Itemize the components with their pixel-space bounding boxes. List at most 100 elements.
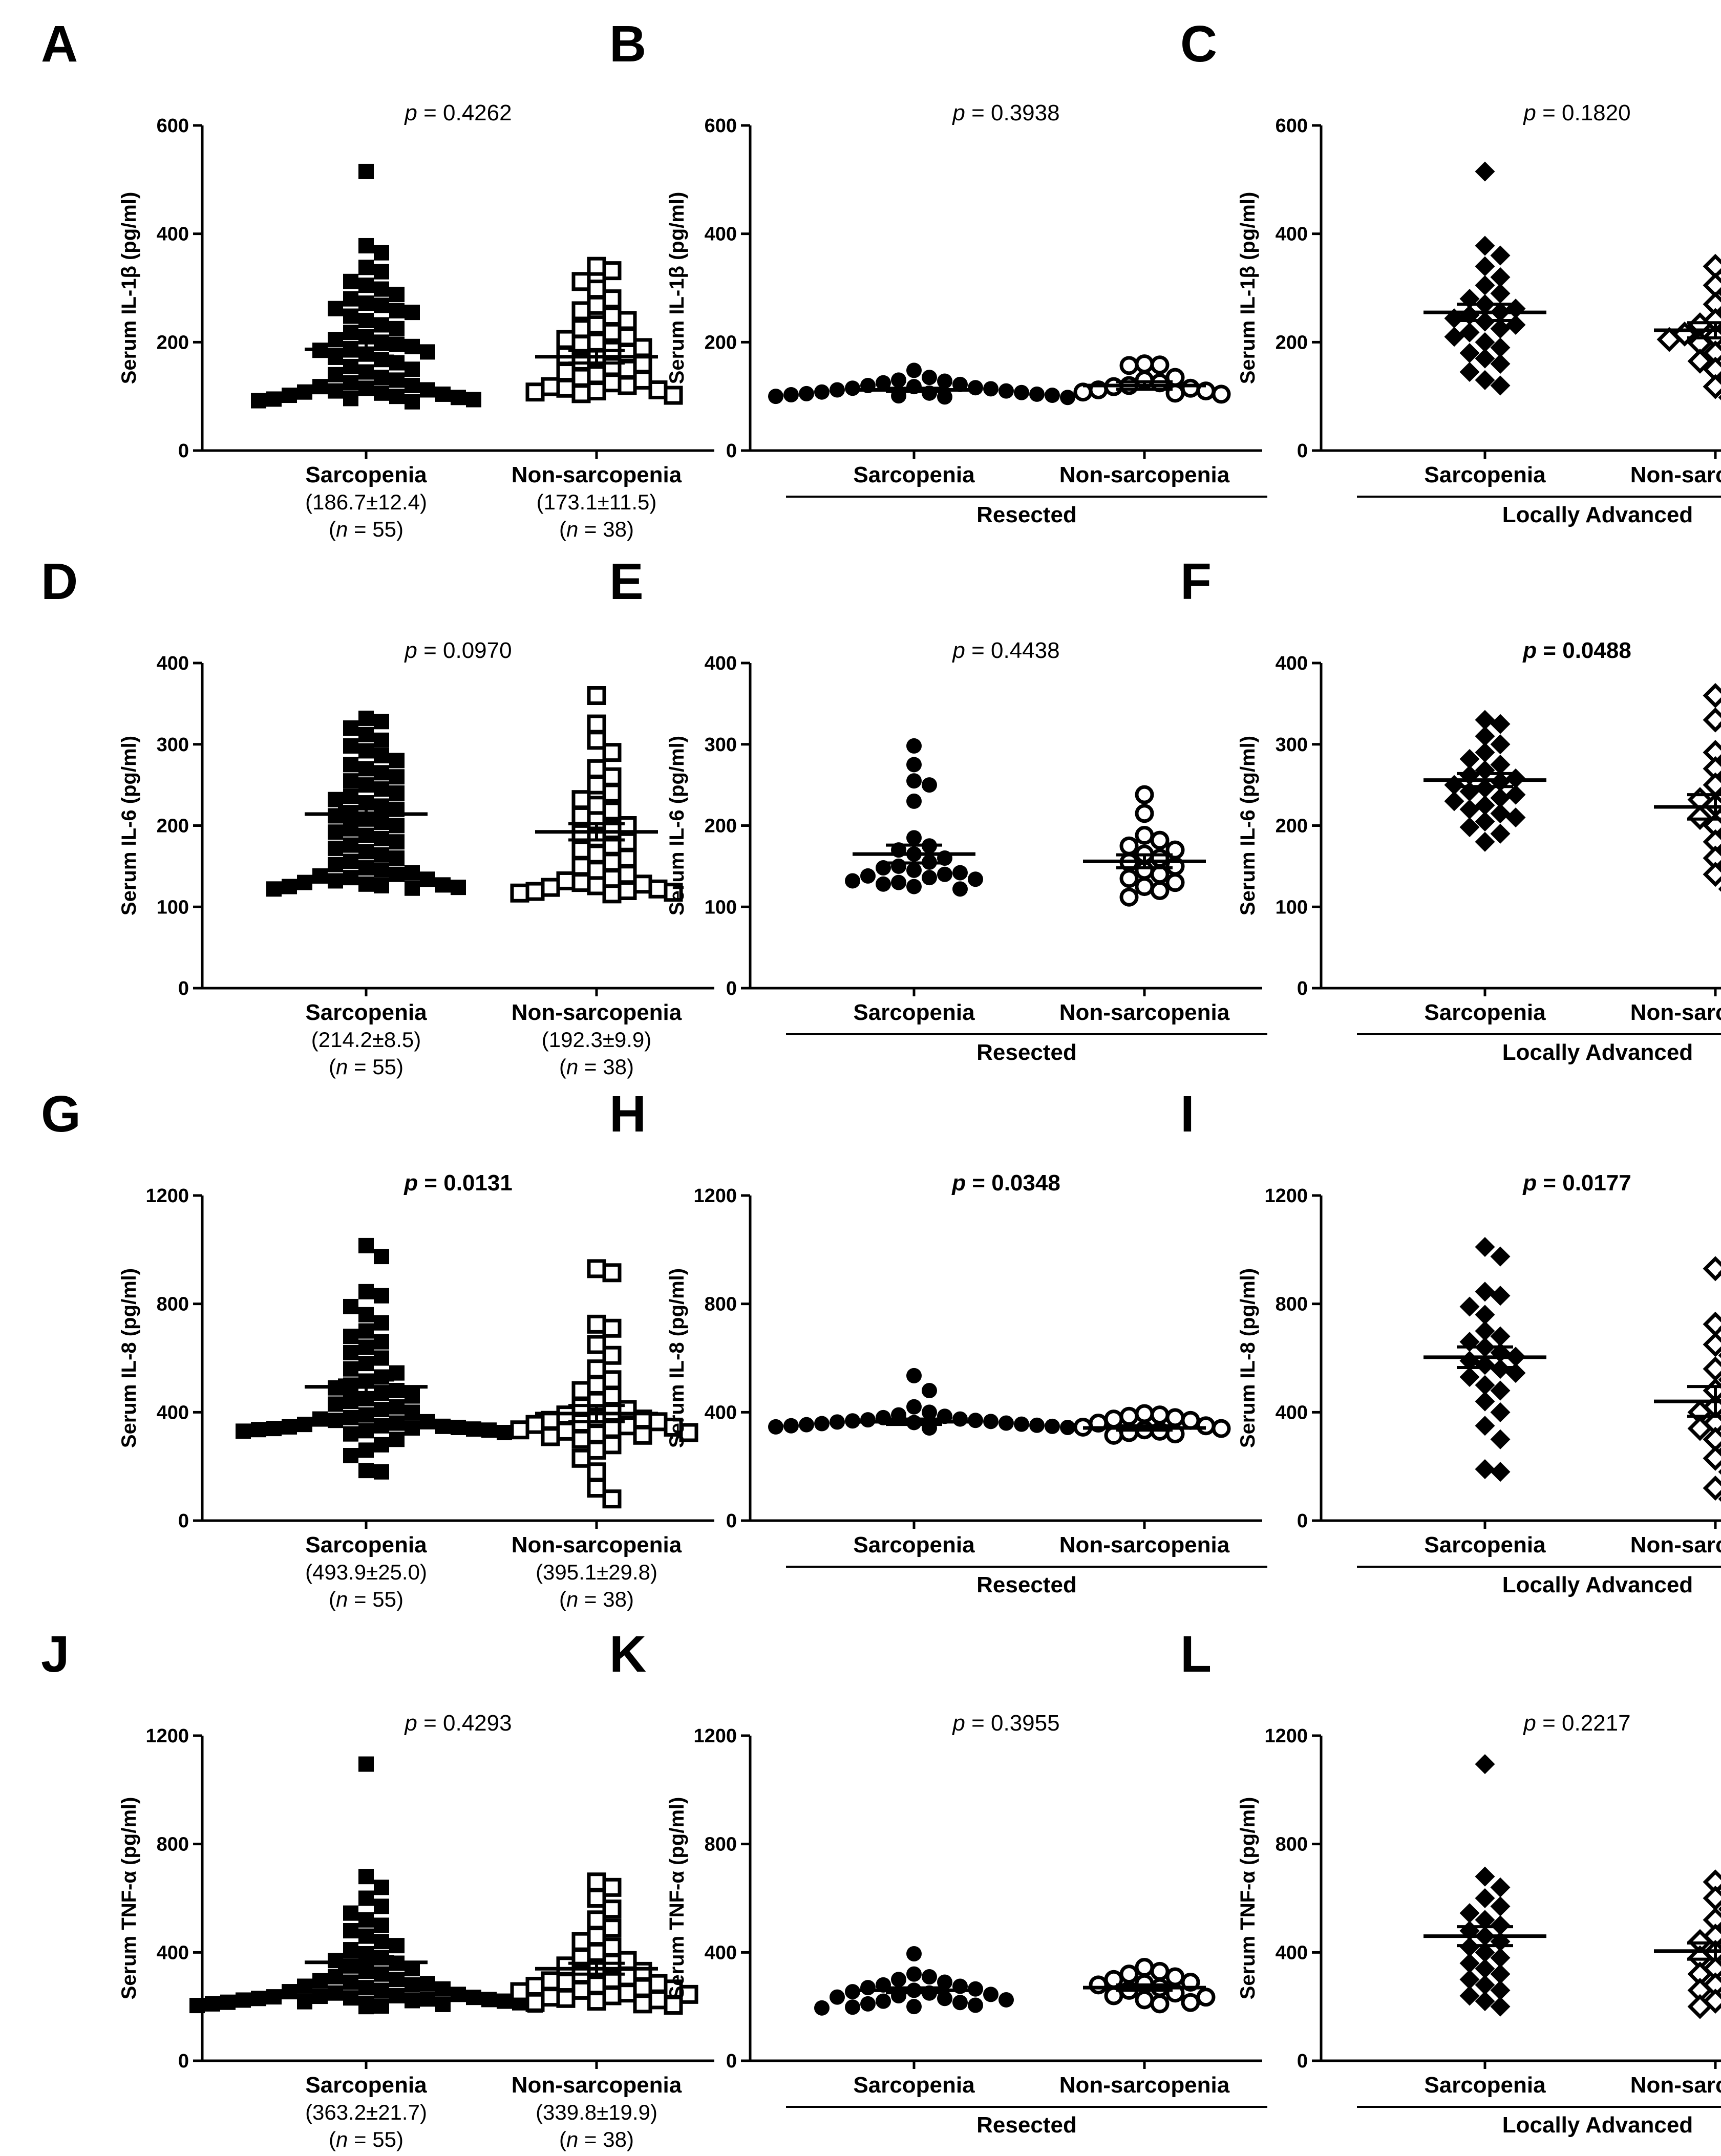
- y-tick-label: 200: [705, 816, 737, 837]
- data-point: [556, 330, 576, 349]
- data-point: [587, 1479, 606, 1498]
- group-label: Locally Advanced: [1502, 502, 1693, 527]
- p-number: = 0.2217: [1536, 1711, 1631, 1736]
- data-point: [405, 880, 420, 896]
- data-point: [312, 868, 328, 884]
- n-label-part: n: [566, 1055, 578, 1079]
- data-point: [587, 1942, 606, 1962]
- data-point: [571, 384, 591, 403]
- data-point: [618, 832, 637, 851]
- y-tick-label: 300: [157, 734, 189, 756]
- data-point: [435, 386, 451, 402]
- data-point: [374, 317, 389, 333]
- p-value: p = 0.4293: [403, 1711, 512, 1736]
- p-number: = 0.0348: [966, 1170, 1060, 1196]
- data-point: [587, 1927, 606, 1946]
- data-point: [1150, 848, 1170, 868]
- data-point: [358, 295, 374, 311]
- series-non-sarcopenia: [1654, 253, 1721, 400]
- data-point: [618, 1967, 637, 1987]
- data-point: [1150, 355, 1170, 375]
- data-point: [389, 834, 405, 850]
- data-point: [983, 381, 998, 397]
- n-label-part: (: [559, 2127, 566, 2151]
- data-point: [220, 1994, 236, 2010]
- n-label-part: (: [329, 2127, 336, 2151]
- category-label: Non-sarcopenia: [512, 1000, 682, 1025]
- y-axis-label: Serum IL-8 (pg/ml): [118, 1268, 140, 1448]
- data-point: [587, 1375, 606, 1395]
- data-point: [405, 1404, 420, 1420]
- data-point: [556, 378, 576, 398]
- data-point: [968, 380, 983, 396]
- data-point: [1703, 1311, 1721, 1337]
- data-point: [664, 883, 683, 902]
- y-tick-label: 0: [178, 440, 189, 462]
- data-point: [571, 368, 591, 387]
- data-point: [1475, 1375, 1495, 1395]
- data-point: [312, 1989, 328, 2004]
- data-point: [343, 720, 358, 736]
- data-point: [1703, 1356, 1721, 1382]
- panel-letter: A: [41, 15, 78, 73]
- n-label: (n = 38): [559, 517, 634, 541]
- n-label-part: n: [566, 1587, 578, 1611]
- data-point: [343, 325, 358, 340]
- data-point: [1703, 253, 1721, 279]
- data-point: [374, 281, 389, 297]
- data-point: [1490, 1246, 1511, 1267]
- data-point: [328, 1969, 343, 1984]
- panel-f: F 0 100 200 300 400 Serum IL-6 (pg/ml) p = 0.04…: [1180, 553, 1721, 1065]
- data-point: [1014, 1416, 1029, 1432]
- data-point: [906, 1368, 922, 1383]
- data-point: [1475, 370, 1495, 390]
- p-number: = 0.4293: [417, 1711, 512, 1736]
- y-tick-label: 400: [705, 1402, 737, 1423]
- y-tick-label: 0: [726, 2051, 737, 2072]
- data-point: [1505, 314, 1526, 335]
- data-point: [1703, 772, 1721, 798]
- data-point: [1060, 1419, 1075, 1435]
- data-point: [374, 297, 389, 313]
- data-point: [587, 1314, 606, 1334]
- p-symbol: p: [951, 1711, 965, 1736]
- data-point: [799, 1417, 814, 1433]
- data-point: [343, 1298, 358, 1314]
- data-point: [236, 1992, 251, 2008]
- data-point: [389, 866, 405, 882]
- data-point: [1475, 742, 1495, 763]
- data-point: [374, 732, 389, 748]
- data-point: [587, 1889, 606, 1908]
- mean-sem-label: (192.3±9.9): [542, 1028, 652, 1052]
- data-point: [405, 338, 420, 354]
- data-point: [358, 1307, 374, 1322]
- data-point: [358, 313, 374, 328]
- data-point: [1703, 1332, 1721, 1357]
- data-point: [343, 788, 358, 804]
- y-axis-label: Serum IL-1β (pg/ml): [118, 192, 140, 385]
- y-tick-label: 400: [1276, 224, 1308, 245]
- panel-h: H 0 400 800 1200 Serum IL-8 (pg/ml) p = 0.0348…: [609, 1085, 1267, 1597]
- data-point: [1475, 1305, 1495, 1325]
- y-tick-label: 400: [705, 1942, 737, 1963]
- data-point: [1475, 1991, 1495, 2012]
- data-point: [358, 260, 374, 275]
- series-sarcopenia: [845, 738, 983, 897]
- data-point: [1165, 1967, 1185, 1987]
- data-point: [510, 1982, 529, 2001]
- data-point: [1060, 390, 1075, 405]
- data-point: [906, 1946, 922, 1961]
- category-label: Sarcopenia: [853, 2073, 975, 2098]
- data-point: [358, 1928, 374, 1944]
- data-point: [587, 1440, 606, 1460]
- data-point: [830, 1989, 845, 2005]
- mean-sem-label: (493.9±25.0): [305, 1560, 427, 1584]
- data-point: [587, 1872, 606, 1892]
- p-value: p = 0.3938: [951, 100, 1059, 125]
- data-point: [587, 381, 606, 401]
- data-point: [1475, 1888, 1495, 1908]
- data-point: [328, 367, 343, 382]
- group-label: Locally Advanced: [1502, 1040, 1693, 1065]
- data-point: [374, 781, 389, 797]
- y-tick-label: 1200: [693, 1185, 737, 1207]
